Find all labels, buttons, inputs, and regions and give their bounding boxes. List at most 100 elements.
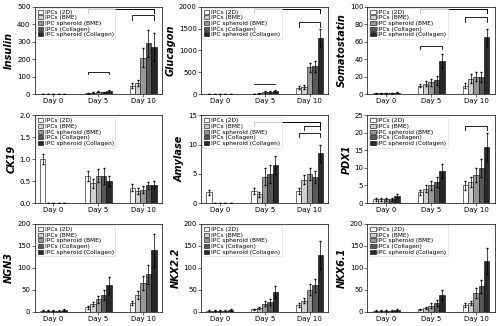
Bar <box>312 177 318 203</box>
Bar <box>140 190 146 203</box>
Bar <box>262 92 267 94</box>
Bar <box>307 290 312 312</box>
Bar <box>296 191 301 203</box>
Bar <box>429 185 434 203</box>
Bar <box>135 83 140 94</box>
Bar <box>474 293 479 312</box>
Bar <box>463 85 468 94</box>
Bar <box>61 310 67 312</box>
Bar <box>479 77 484 94</box>
Bar <box>463 185 468 203</box>
Bar <box>434 303 439 312</box>
Bar <box>106 285 112 312</box>
Bar <box>101 92 106 94</box>
Bar <box>45 311 51 312</box>
Bar <box>474 77 479 94</box>
Y-axis label: CK19: CK19 <box>6 145 16 173</box>
Bar <box>40 159 45 203</box>
Bar <box>434 80 439 94</box>
Bar <box>228 310 234 312</box>
Bar <box>135 191 140 203</box>
Bar <box>56 311 61 312</box>
Bar <box>96 92 101 94</box>
Bar <box>273 165 278 203</box>
Bar <box>394 310 400 312</box>
Bar <box>85 307 90 312</box>
Bar <box>468 182 474 203</box>
Bar <box>40 311 45 312</box>
Bar <box>301 87 307 94</box>
Bar <box>90 304 96 312</box>
Bar <box>384 200 389 203</box>
Bar <box>429 305 434 312</box>
Bar <box>212 311 217 312</box>
Bar <box>267 174 273 203</box>
Bar <box>479 168 484 203</box>
Y-axis label: Glucagon: Glucagon <box>166 25 176 76</box>
Bar <box>140 283 146 312</box>
Bar <box>468 79 474 94</box>
Bar <box>296 88 301 94</box>
Bar <box>106 181 112 203</box>
Bar <box>130 303 135 312</box>
Bar <box>146 43 151 94</box>
Bar <box>378 200 384 203</box>
Bar <box>301 180 307 203</box>
Bar <box>418 85 423 94</box>
Legend: IPCs (2D), IPCs (BME), IPC spheroid (BME), IPCs (Collagen), IPC spheroid (Collag: IPCs (2D), IPCs (BME), IPC spheroid (BME… <box>369 225 448 257</box>
Y-axis label: NKX2.2: NKX2.2 <box>171 248 181 288</box>
Bar <box>423 308 429 312</box>
Bar <box>146 185 151 203</box>
Y-axis label: Somatostatin: Somatostatin <box>337 14 347 87</box>
Y-axis label: PDX1: PDX1 <box>341 144 352 174</box>
Bar <box>130 188 135 203</box>
Bar <box>484 261 490 312</box>
Bar <box>296 305 301 312</box>
Bar <box>267 92 273 94</box>
Legend: IPCs (2D), IPCs (BME), IPC spheroid (BME), IPCs (Collagen), IPC spheroid (Collag: IPCs (2D), IPCs (BME), IPC spheroid (BME… <box>202 225 282 257</box>
Bar <box>373 200 378 203</box>
Bar <box>90 93 96 94</box>
Bar <box>418 192 423 203</box>
Bar <box>389 311 394 312</box>
Bar <box>418 309 423 312</box>
Bar <box>439 171 445 203</box>
Bar <box>318 153 323 203</box>
Bar <box>207 192 212 203</box>
Bar <box>262 304 267 312</box>
Bar <box>468 303 474 312</box>
Bar <box>256 308 262 312</box>
Bar <box>389 200 394 203</box>
Bar <box>135 295 140 312</box>
Bar <box>106 91 112 94</box>
Bar <box>146 274 151 312</box>
Bar <box>140 57 146 94</box>
Bar <box>96 176 101 203</box>
Bar <box>373 311 378 312</box>
Legend: IPCs (2D), IPCs (BME), IPC spheroid (BME), IPCs (Collagen), IPC spheroid (Collag: IPCs (2D), IPCs (BME), IPC spheroid (BME… <box>202 8 282 39</box>
Bar <box>217 311 223 312</box>
Y-axis label: Insulin: Insulin <box>4 32 14 69</box>
Bar <box>151 47 157 94</box>
Bar <box>207 311 212 312</box>
Bar <box>307 174 312 203</box>
Bar <box>484 147 490 203</box>
Bar <box>51 311 56 312</box>
Bar <box>474 175 479 203</box>
Bar <box>434 182 439 203</box>
Bar <box>423 189 429 203</box>
Bar <box>479 286 484 312</box>
Bar <box>223 311 228 312</box>
Bar <box>307 67 312 94</box>
Bar <box>429 82 434 94</box>
Bar <box>273 91 278 94</box>
Legend: IPCs (2D), IPCs (BME), IPC spheroid (BME), IPCs (Collagen), IPC spheroid (Collag: IPCs (2D), IPCs (BME), IPC spheroid (BME… <box>369 8 448 39</box>
Bar <box>484 37 490 94</box>
Bar <box>312 66 318 94</box>
Legend: IPCs (2D), IPCs (BME), IPC spheroid (BME), IPCs (Collagen), IPC spheroid (Collag: IPCs (2D), IPCs (BME), IPC spheroid (BME… <box>369 116 448 148</box>
Legend: IPCs (2D), IPCs (BME), IPC spheroid (BME), IPCs (Collagen), IPC spheroid (Collag: IPCs (2D), IPCs (BME), IPC spheroid (BME… <box>36 116 115 148</box>
Bar <box>318 38 323 94</box>
Bar <box>439 295 445 312</box>
Legend: IPCs (2D), IPCs (BME), IPC spheroid (BME), IPCs (Collagen), IPC spheroid (Collag: IPCs (2D), IPCs (BME), IPC spheroid (BME… <box>36 225 115 257</box>
Bar <box>151 250 157 312</box>
